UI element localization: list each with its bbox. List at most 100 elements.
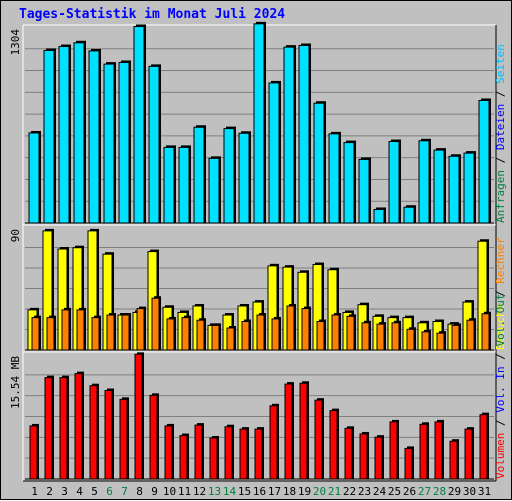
hosts-bar-22 <box>346 315 355 351</box>
volume-bar-7 <box>119 398 128 480</box>
hits-bar-4 <box>73 42 85 224</box>
hosts-bar-2 <box>46 317 55 351</box>
hosts-bar-30 <box>466 319 475 351</box>
volume-bar-24 <box>374 436 383 480</box>
volume-bar-28 <box>434 421 443 480</box>
volume-bar-18 <box>284 383 293 480</box>
hosts-bar-21 <box>331 314 340 351</box>
series-legend-part-3: / <box>494 347 507 367</box>
x-tick-label-1: 1 <box>31 485 38 498</box>
series-legend-part-4: Seiten <box>494 44 507 84</box>
x-tick-label-18: 18 <box>283 485 296 498</box>
x-tick-label-12: 12 <box>193 485 206 498</box>
hits-bar-9 <box>148 65 160 224</box>
volume-bar-31 <box>479 414 488 480</box>
hosts-bar-15 <box>241 321 250 351</box>
y-axis-max-label: 15.54 MB <box>9 356 22 409</box>
hosts-bar-5 <box>91 317 100 351</box>
hosts-bar-1 <box>31 317 40 351</box>
hosts-bar-26 <box>406 328 415 351</box>
chart-title: Tages-Statistik im Monat Juli 2024 <box>19 7 286 22</box>
hits-bar-15 <box>238 132 250 224</box>
hosts-bar-4 <box>76 309 85 351</box>
hosts-bar-29 <box>451 324 460 351</box>
volume-bar-2 <box>44 377 53 480</box>
hosts-bar-8 <box>136 308 145 351</box>
x-tick-label-23: 23 <box>358 485 371 498</box>
hosts-bar-28 <box>436 332 445 351</box>
x-tick-label-30: 30 <box>463 485 476 498</box>
series-legend-part-0: Anfragen <box>494 170 507 223</box>
hits-bar-10 <box>163 146 175 224</box>
hosts-bar-27 <box>421 331 430 351</box>
hits-bar-29 <box>448 155 460 224</box>
hits-bar-19 <box>298 44 310 224</box>
volume-bar-15 <box>239 428 248 480</box>
hits-bar-1 <box>28 132 40 224</box>
hits-bar-12 <box>193 126 205 224</box>
volume-bar-22 <box>344 427 353 480</box>
hosts-bar-17 <box>271 318 280 351</box>
hosts-bar-19 <box>301 308 310 351</box>
hosts-bar-12 <box>196 319 205 351</box>
hosts-bar-14 <box>226 327 235 351</box>
hosts-bar-6 <box>106 314 115 351</box>
x-tick-label-10: 10 <box>163 485 176 498</box>
hosts-bar-25 <box>391 322 400 351</box>
x-tick-label-20: 20 <box>313 485 326 498</box>
volume-bar-16 <box>254 428 263 480</box>
series-legend-part-1: / <box>494 284 507 304</box>
hits-bar-17 <box>268 82 280 224</box>
volume-bar-30 <box>464 428 473 480</box>
volume-bar-4 <box>74 373 83 480</box>
hosts-bar-20 <box>316 321 325 351</box>
volume-bar-6 <box>104 390 113 480</box>
hits-bar-13 <box>208 157 220 224</box>
hits-bar-28 <box>433 149 445 224</box>
x-tick-label-3: 3 <box>61 485 68 498</box>
volume-bar-17 <box>269 405 278 480</box>
series-legend: Besuche / Rechner <box>494 237 507 350</box>
series-legend: Anfragen / Dateien / Seiten <box>494 44 507 223</box>
volume-bar-1 <box>29 425 38 480</box>
x-tick-label-9: 9 <box>151 485 158 498</box>
hits-bar-30 <box>463 152 475 224</box>
hits-bar-5 <box>88 50 100 224</box>
x-tick-label-13: 13 <box>208 485 221 498</box>
hits-bar-22 <box>343 142 355 224</box>
hits-bar-27 <box>418 140 430 224</box>
x-tick-label-26: 26 <box>403 485 416 498</box>
series-legend-part-2: Vol. In <box>494 366 507 412</box>
hits-bar-8 <box>133 26 145 224</box>
x-tick-label-19: 19 <box>298 485 311 498</box>
hosts-bar-9 <box>151 297 160 351</box>
volume-bar-8 <box>134 353 143 480</box>
x-tick-label-31: 31 <box>478 485 491 498</box>
x-tick-label-14: 14 <box>223 485 237 498</box>
hits-bar-11 <box>178 146 190 224</box>
volume-bar-14 <box>224 426 233 480</box>
x-tick-label-7: 7 <box>121 485 128 498</box>
hosts-bar-10 <box>166 318 175 351</box>
hits-bar-24 <box>373 208 385 224</box>
series-legend-part-1: / <box>494 150 507 170</box>
y-axis-max-label: 90 <box>9 229 22 242</box>
volume-bar-10 <box>164 425 173 480</box>
x-tick-label-22: 22 <box>343 485 356 498</box>
volume-bar-26 <box>404 447 413 480</box>
x-tick-label-25: 25 <box>388 485 401 498</box>
series-legend-part-3: / <box>494 84 507 104</box>
x-tick-label-21: 21 <box>328 485 341 498</box>
series-legend-part-2: Rechner <box>494 237 507 284</box>
series-legend: Volumen / Vol. In / Vol. Out <box>494 294 507 479</box>
hits-bar-18 <box>283 46 295 224</box>
volume-bar-12 <box>194 424 203 480</box>
hosts-bar-13 <box>211 324 220 351</box>
hosts-bar-11 <box>181 317 190 351</box>
x-tick-label-28: 28 <box>433 485 446 498</box>
series-legend-part-0: Besuche <box>494 304 507 350</box>
x-tick-label-11: 11 <box>178 485 191 498</box>
hosts-bar-18 <box>286 305 295 351</box>
hosts-bar-3 <box>61 309 70 351</box>
